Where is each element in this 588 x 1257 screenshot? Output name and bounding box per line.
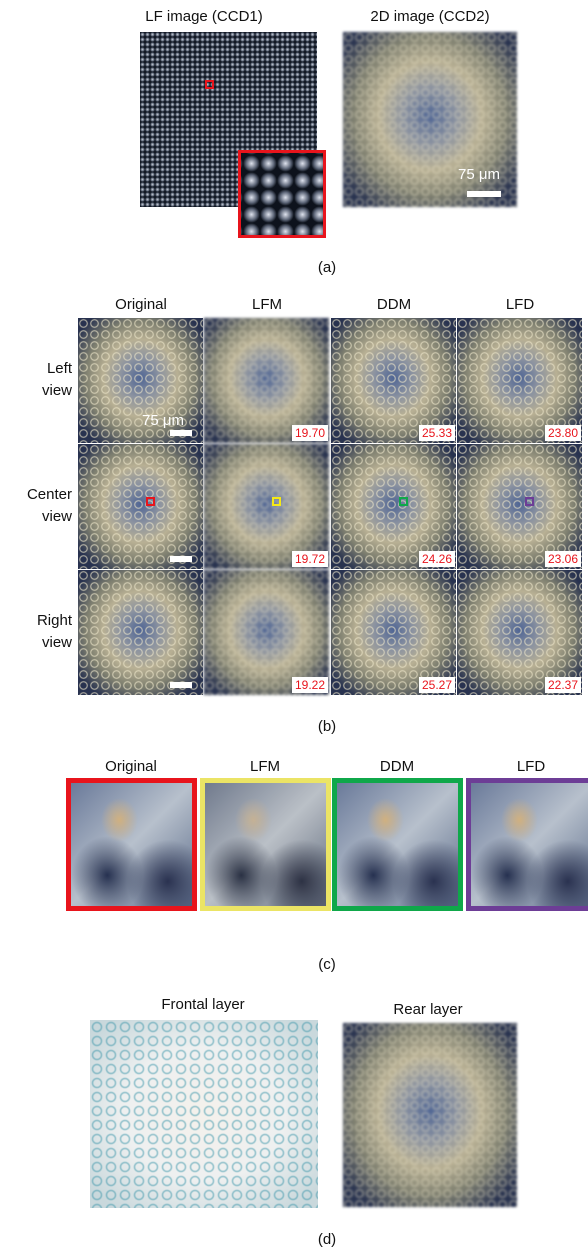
- figure: LF image (CCD1) 2D image (CCD2) 75 μm (a) Or…: [0, 0, 588, 1257]
- inset-marker: [205, 80, 214, 89]
- psnr-score: 19.70: [292, 425, 328, 441]
- column-title: DDM: [377, 296, 411, 313]
- roi-box: [146, 497, 155, 506]
- scale-bar: [467, 191, 501, 197]
- psnr-score: 25.27: [419, 677, 455, 693]
- psnr-score: 25.33: [419, 425, 455, 441]
- rear-layer: [343, 1023, 517, 1207]
- psnr-score: 19.22: [292, 677, 328, 693]
- lf-inset: [238, 150, 326, 238]
- panel-label: (b): [318, 718, 336, 735]
- psnr-score: 22.37: [545, 677, 581, 693]
- view-image: [78, 318, 203, 443]
- roi-box: [399, 497, 408, 506]
- layer-title: Frontal layer: [161, 996, 244, 1013]
- image-title: 2D image (CCD2): [370, 8, 489, 25]
- zoom-image: [466, 778, 588, 911]
- column-title: LFM: [252, 296, 282, 313]
- roi-box: [525, 497, 534, 506]
- zoom-image: [66, 778, 197, 911]
- psnr-score: 23.06: [545, 551, 581, 567]
- panel-label: (c): [318, 956, 336, 973]
- frontal-layer: [90, 1020, 318, 1208]
- column-title: DDM: [380, 758, 414, 775]
- psnr-score: 23.80: [545, 425, 581, 441]
- psnr-score: 19.72: [292, 551, 328, 567]
- row-label: Right view: [16, 610, 72, 654]
- zoom-image: [200, 778, 331, 911]
- column-title: LFM: [250, 758, 280, 775]
- image-title: LF image (CCD1): [145, 8, 263, 25]
- column-title: LFD: [517, 758, 545, 775]
- scale-bar-label: 75 μm: [142, 412, 184, 429]
- view-image: [78, 444, 203, 569]
- scale-bar: [170, 430, 192, 436]
- column-title: Original: [105, 758, 157, 775]
- panel-label: (d): [318, 1231, 336, 1248]
- row-label: Center view: [16, 484, 72, 528]
- view-image: [78, 570, 203, 695]
- layer-title: Rear layer: [393, 1001, 462, 1018]
- scale-bar: [170, 556, 192, 562]
- scale-bar: [170, 682, 192, 688]
- column-title: Original: [115, 296, 167, 313]
- column-title: LFD: [506, 296, 534, 313]
- zoom-image: [332, 778, 463, 911]
- scale-bar-label: 75 μm: [458, 166, 500, 183]
- roi-box: [272, 497, 281, 506]
- panel-label: (a): [318, 259, 336, 276]
- row-label: Left view: [16, 358, 72, 402]
- psnr-score: 24.26: [419, 551, 455, 567]
